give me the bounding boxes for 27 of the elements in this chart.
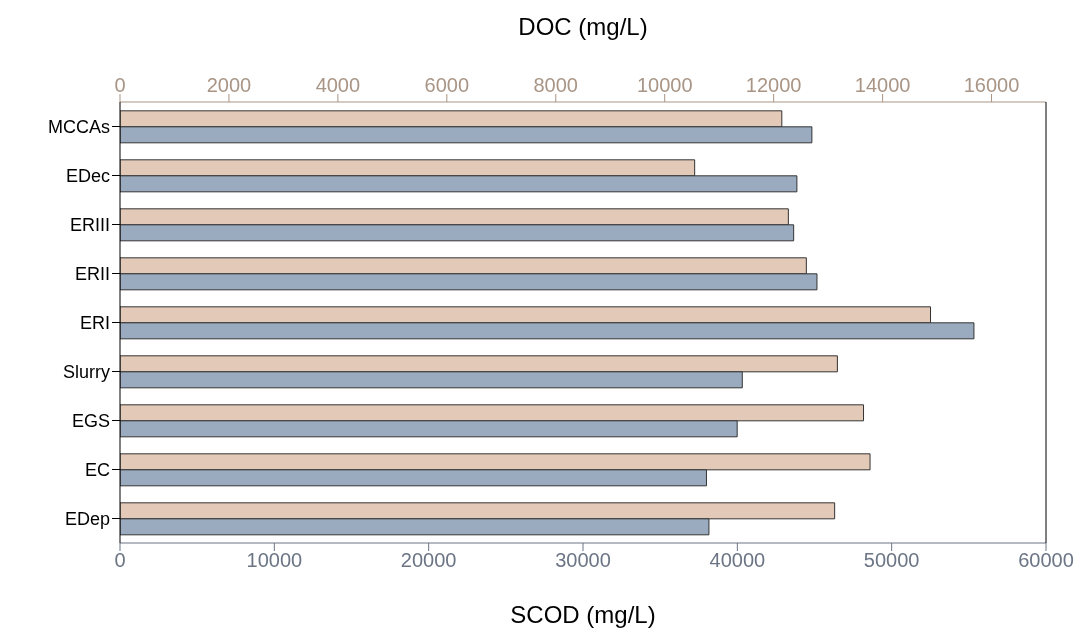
x2-tick-label: 10000 <box>636 74 693 96</box>
y-tick-label: EGS <box>71 410 110 431</box>
x-tick-label: 10000 <box>246 549 303 572</box>
x-tick-label: 60000 <box>1018 549 1074 572</box>
x2-axis-title: DOC (mg/L) <box>518 13 648 41</box>
x-tick-label: 20000 <box>400 549 457 572</box>
x2-tick-label: 16000 <box>963 74 1020 96</box>
x-tick-label: 30000 <box>555 549 611 572</box>
x2-tick-label: 0 <box>114 74 126 96</box>
x-tick-label: 40000 <box>709 549 766 572</box>
x-tick-label: 0 <box>114 549 126 572</box>
x2-tick-label: 14000 <box>854 74 911 96</box>
x2-tick-label: 2000 <box>206 74 252 96</box>
x-axis-title: SCOD (mg/L) <box>510 601 656 628</box>
x2-tick-label: 8000 <box>533 74 579 96</box>
y-tick-label: EDec <box>65 165 110 186</box>
y-tick-label: Slurry <box>62 361 110 382</box>
x2-tick-label: 12000 <box>745 74 802 96</box>
y-tick-label: EDep <box>64 508 110 529</box>
y-tick-label: EC <box>84 459 110 480</box>
x2-tick-label: 6000 <box>424 74 470 96</box>
y-tick-label: ERII <box>74 263 110 284</box>
y-tick-label: ERIII <box>69 214 110 235</box>
y-tick-label: MCCAs <box>48 116 110 137</box>
y-tick-label: ERI <box>79 312 110 333</box>
x-tick-label: 50000 <box>863 549 920 572</box>
x2-tick-label: 4000 <box>315 74 361 96</box>
